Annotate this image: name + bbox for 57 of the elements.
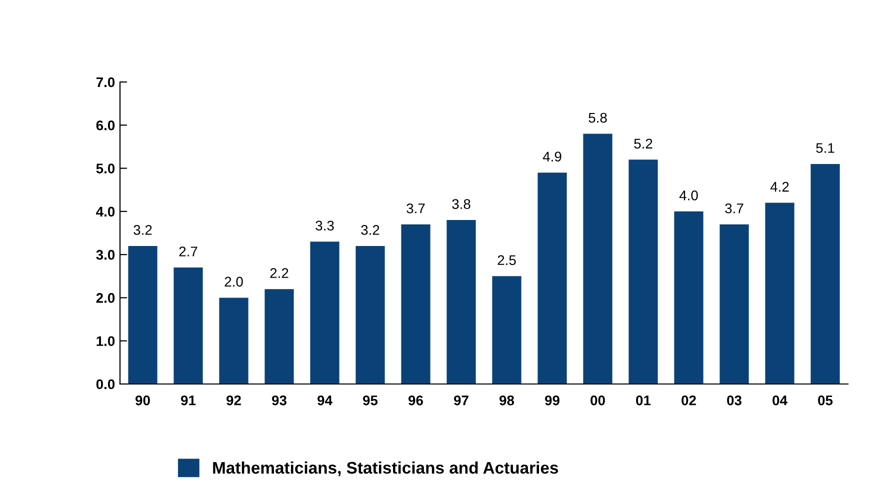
- bar: [765, 202, 794, 384]
- x-tick-label: 04: [772, 395, 788, 406]
- x-tick-label: 98: [500, 395, 514, 406]
- y-tick-label: 6.0: [96, 120, 115, 130]
- x-tick-label: 96: [408, 395, 423, 406]
- y-tick-label: 4.0: [96, 206, 115, 217]
- y-tick-label: 0.0: [96, 379, 115, 390]
- bar: [310, 242, 340, 384]
- bar: [628, 160, 658, 384]
- x-tick-label: 05: [818, 395, 833, 406]
- bar: [674, 211, 704, 384]
- x-tick-label: 97: [454, 395, 468, 406]
- legend-label: Mathematicians, Statisticians and Actuaries: [213, 461, 558, 476]
- data-label: 3.2: [361, 225, 380, 235]
- bar: [356, 246, 385, 384]
- data-label: 4.9: [542, 152, 562, 162]
- y-tick-label: 1.0: [96, 336, 115, 346]
- x-tick-label: 90: [136, 395, 150, 406]
- bar: [128, 246, 158, 384]
- x-tick-label: 94: [318, 395, 332, 406]
- bar: [583, 134, 612, 384]
- data-label: 4.0: [679, 190, 698, 200]
- x-tick-label: 01: [636, 395, 651, 406]
- data-label: 2.7: [179, 246, 198, 256]
- data-label: 5.8: [588, 112, 607, 123]
- x-tick-label: 92: [226, 395, 241, 406]
- bar: [720, 224, 749, 384]
- bar: [174, 268, 203, 384]
- x-tick-label: 91: [181, 395, 196, 406]
- data-label: 3.8: [452, 199, 470, 209]
- bar: [219, 298, 248, 384]
- bar: [446, 220, 476, 384]
- data-label: 2.0: [224, 276, 243, 287]
- data-label: 4.2: [770, 182, 789, 192]
- bar: [264, 289, 294, 384]
- data-label: 3.3: [316, 220, 334, 231]
- bar: [492, 276, 522, 384]
- data-label: 5.1: [816, 143, 834, 153]
- bar: [401, 224, 430, 384]
- data-label: 3.7: [406, 203, 425, 214]
- y-tick-label: 2.0: [96, 293, 115, 303]
- x-tick-label: 02: [682, 395, 696, 406]
- data-label: 3.2: [134, 225, 152, 235]
- x-tick-label: 03: [727, 395, 742, 406]
- x-tick-label: 99: [545, 395, 560, 406]
- bar: [810, 164, 840, 384]
- data-label: 3.7: [725, 203, 744, 214]
- bar: [538, 172, 567, 384]
- data-label: 2.2: [270, 268, 288, 278]
- x-tick-label: 93: [272, 395, 286, 406]
- y-tick-label: 3.0: [96, 250, 115, 260]
- x-tick-label: 00: [590, 395, 605, 406]
- y-tick-label: 5.0: [96, 164, 115, 174]
- x-tick-label: 95: [363, 395, 378, 406]
- data-label: 2.5: [498, 255, 516, 266]
- data-label: 5.2: [634, 138, 652, 149]
- y-tick-label: 7.0: [96, 77, 115, 88]
